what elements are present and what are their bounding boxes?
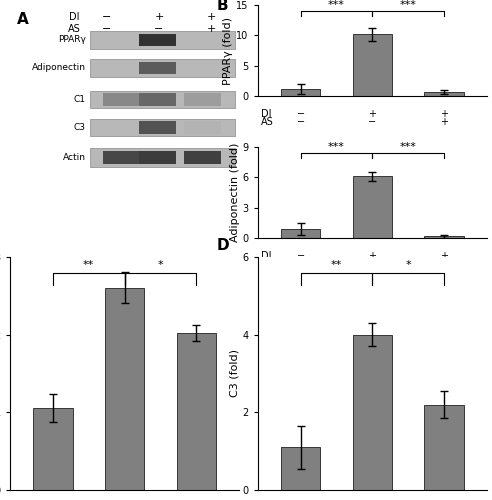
Text: Actin: Actin [62,153,86,162]
Text: −: − [369,258,376,268]
Text: +: + [440,109,448,119]
Text: DI: DI [69,12,79,22]
Text: −: − [297,258,305,268]
Text: −: − [101,12,111,22]
Y-axis label: Adiponectin (fold): Adiponectin (fold) [230,143,240,242]
Bar [184,93,221,106]
Text: AS: AS [68,24,81,34]
Text: A: A [17,12,29,27]
Text: ***: *** [328,0,345,10]
Text: DI: DI [261,109,272,119]
Text: +: + [369,109,376,119]
Bar [281,448,320,490]
Text: −: − [297,116,305,126]
Bar [139,121,176,134]
Bar [103,152,139,164]
Text: PPARγ: PPARγ [58,36,86,44]
Bar [353,176,392,238]
Text: +: + [154,12,164,22]
Bar [424,236,464,238]
Text: ***: *** [400,0,417,10]
Bar [424,92,464,96]
Text: −: − [297,109,305,119]
Bar [103,93,139,106]
Bar [139,62,176,74]
Bar [90,148,235,167]
Bar [90,30,235,50]
Text: ***: *** [400,142,417,152]
Text: D: D [216,238,229,253]
Bar [33,408,73,490]
Bar [90,90,235,108]
Text: B: B [216,0,228,12]
Y-axis label: PPARγ (fold): PPARγ (fold) [223,16,234,84]
Text: +: + [207,12,216,22]
Text: +: + [369,251,376,261]
Bar [184,121,221,134]
Y-axis label: C3 (fold): C3 (fold) [230,350,240,398]
Text: *: * [157,260,163,270]
Bar [177,333,216,490]
Text: **: ** [83,260,94,270]
Text: C1: C1 [74,95,86,104]
Bar [90,58,235,78]
Text: +: + [440,116,448,126]
Bar [353,34,392,96]
Bar [424,404,464,490]
Bar [184,152,221,164]
Text: **: ** [331,260,342,270]
Bar [353,334,392,490]
Text: *: * [405,260,411,270]
Text: DI: DI [261,251,272,261]
Text: −: − [154,24,164,34]
Text: +: + [440,251,448,261]
Text: Adiponectin: Adiponectin [31,64,86,72]
Bar [139,34,176,46]
Bar [90,118,235,136]
Text: ***: *** [328,142,345,152]
Text: AS: AS [261,258,274,268]
Text: +: + [440,258,448,268]
Bar [139,152,176,164]
Text: −: − [297,251,305,261]
Bar [105,288,144,490]
Bar [281,89,320,96]
Text: AS: AS [261,116,274,126]
Bar [281,229,320,238]
Text: C3: C3 [74,123,86,132]
Text: −: − [369,116,376,126]
Bar [139,93,176,106]
Text: −: − [101,24,111,34]
Text: +: + [207,24,216,34]
